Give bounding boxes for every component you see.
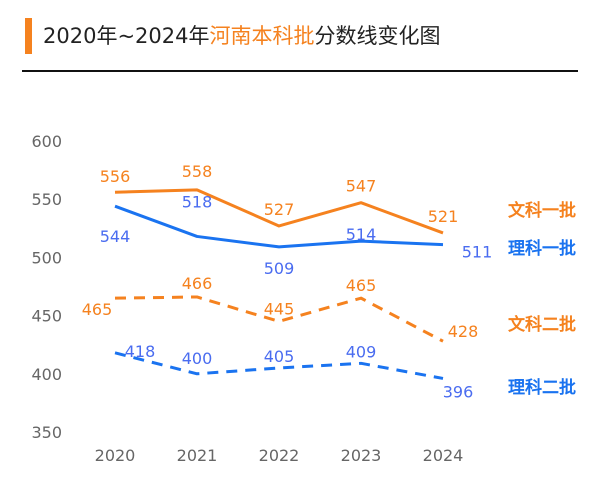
x-tick-label: 2021 <box>177 446 218 465</box>
series-line-4 <box>114 351 444 380</box>
title-suffix: 分数线变化图 <box>314 24 441 48</box>
x-tick-label: 2020 <box>95 446 136 465</box>
x-tick-label: 2022 <box>259 446 300 465</box>
y-tick-label: 350 <box>31 423 62 442</box>
data-label: 521 <box>428 207 459 226</box>
data-label: 445 <box>264 299 295 318</box>
data-label: 465 <box>82 300 113 319</box>
data-label: 527 <box>264 200 295 219</box>
y-tick-label: 400 <box>31 365 62 384</box>
data-label: 511 <box>462 243 493 262</box>
title-accent-bar <box>25 18 32 54</box>
data-label: 544 <box>100 227 131 246</box>
chart-title: 2020年~2024年河南本科批分数线变化图 <box>43 20 440 50</box>
data-label: 418 <box>125 342 156 361</box>
data-label: 518 <box>182 192 213 211</box>
data-label: 558 <box>182 162 213 181</box>
data-label: 514 <box>346 225 377 244</box>
data-label: 465 <box>346 276 377 295</box>
title-highlight: 河南本科批 <box>209 24 315 48</box>
x-tick-label: 2023 <box>341 446 382 465</box>
series-line-1 <box>114 188 444 235</box>
series-line-2 <box>114 204 444 249</box>
data-label: 547 <box>346 177 377 196</box>
data-label: 556 <box>100 167 131 186</box>
y-tick-label: 450 <box>31 307 62 326</box>
legend-label: 理科二批 <box>508 377 576 398</box>
title-divider <box>22 70 578 72</box>
data-label: 428 <box>448 322 479 341</box>
legend-label: 文科一批 <box>508 200 576 221</box>
y-tick-label: 600 <box>31 132 62 151</box>
data-label: 466 <box>182 274 213 293</box>
y-tick-label: 500 <box>31 248 62 267</box>
data-label: 405 <box>264 347 295 366</box>
data-label: 509 <box>264 259 295 278</box>
legend-label: 理科一批 <box>508 238 576 259</box>
x-tick-label: 2024 <box>423 446 464 465</box>
legend-label: 文科二批 <box>508 314 576 335</box>
data-label: 400 <box>182 349 213 368</box>
data-label: 409 <box>346 342 377 361</box>
y-tick-label: 550 <box>31 190 62 209</box>
data-label: 396 <box>443 382 474 401</box>
title-prefix: 2020年~2024年 <box>43 24 210 48</box>
